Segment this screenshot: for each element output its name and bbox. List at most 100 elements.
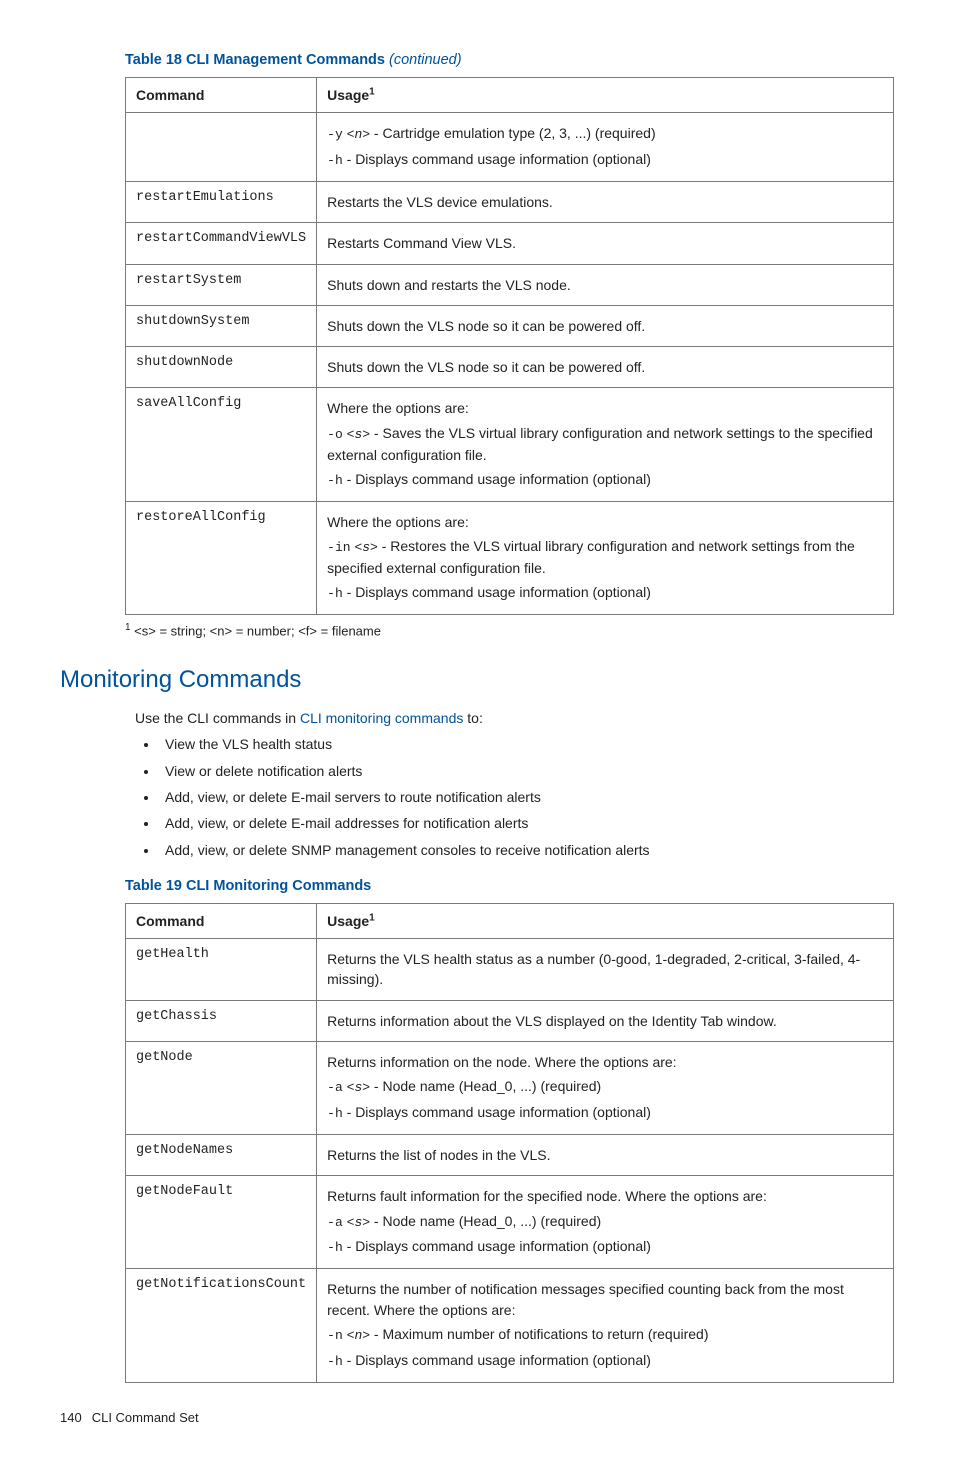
option-desc: - Displays command usage information (op… xyxy=(347,1352,651,1368)
section-heading: Monitoring Commands xyxy=(60,663,894,698)
option-flag: -a xyxy=(327,1080,343,1095)
option-flag: -h xyxy=(327,153,343,168)
option-flag: -in xyxy=(327,540,350,555)
usage-text: Returns information about the VLS displa… xyxy=(327,1011,883,1031)
table18-body: -y <n> - Cartridge emulation type (2, 3,… xyxy=(126,113,894,615)
command-cell: shutdownNode xyxy=(126,347,317,388)
command-cell xyxy=(126,113,317,182)
usage-option-line: -h - Displays command usage information … xyxy=(327,1236,883,1258)
table18: Command Usage1 -y <n> - Cartridge emulat… xyxy=(125,77,894,615)
usage-cell: Returns the number of notification messa… xyxy=(317,1269,894,1382)
command-cell: restartCommandViewVLS xyxy=(126,223,317,264)
usage-cell: Returns information on the node. Where t… xyxy=(317,1042,894,1135)
usage-text: Restarts the VLS device emulations. xyxy=(327,192,883,212)
command-cell: getNode xyxy=(126,1042,317,1135)
table-row: restoreAllConfigWhere the options are:-i… xyxy=(126,501,894,614)
table18-caption-suffix: (continued) xyxy=(389,52,462,68)
usage-cell: Where the options are:-o <s> - Saves the… xyxy=(317,388,894,501)
table18-col-usage-label: Usage xyxy=(327,87,369,103)
option-flag: -h xyxy=(327,1240,343,1255)
command-cell: getHealth xyxy=(126,939,317,1001)
usage-text: Shuts down and restarts the VLS node. xyxy=(327,275,883,295)
intro-link[interactable]: CLI monitoring commands xyxy=(300,710,463,726)
table-row: restartCommandViewVLSRestarts Command Vi… xyxy=(126,223,894,264)
option-desc: - Displays command usage information (op… xyxy=(347,151,651,167)
usage-cell: Shuts down the VLS node so it can be pow… xyxy=(317,305,894,346)
usage-text: Shuts down the VLS node so it can be pow… xyxy=(327,316,883,336)
usage-cell: Restarts Command View VLS. xyxy=(317,223,894,264)
usage-option-line: -a <s> - Node name (Head_0, ...) (requir… xyxy=(327,1076,883,1098)
table18-col-usage: Usage1 xyxy=(317,78,894,113)
option-desc: - Displays command usage information (op… xyxy=(347,584,651,600)
usage-option-line: -h - Displays command usage information … xyxy=(327,469,883,491)
option-arg: <s> xyxy=(347,1215,370,1230)
option-desc: - Node name (Head_0, ...) (required) xyxy=(370,1213,601,1229)
table18-caption-label: Table 18 CLI Management Commands xyxy=(125,52,385,68)
table18-footnote: 1 <s> = string; <n> = number; <f> = file… xyxy=(125,621,894,641)
table-row: getNodeFault Returns fault information fo… xyxy=(126,1176,894,1269)
option-arg: <s> xyxy=(347,1080,370,1095)
option-flag: -n xyxy=(327,1328,343,1343)
table-row: -y <n> - Cartridge emulation type (2, 3,… xyxy=(126,113,894,182)
table19: Command Usage1 getHealthReturns the VLS … xyxy=(125,903,894,1383)
table19-col-command: Command xyxy=(126,903,317,938)
command-cell: shutdownSystem xyxy=(126,305,317,346)
usage-lead: Returns fault information for the specif… xyxy=(327,1186,883,1206)
option-flag: -h xyxy=(327,1106,343,1121)
table-row: saveAllConfigWhere the options are:-o <s… xyxy=(126,388,894,501)
intro-prefix: Use the CLI commands in xyxy=(135,710,300,726)
table18-header-row: Command Usage1 xyxy=(126,78,894,113)
usage-option-line: -n <n> - Maximum number of notifications… xyxy=(327,1324,883,1346)
option-flag: -h xyxy=(327,473,343,488)
page-footer: 140 CLI Command Set xyxy=(60,1409,894,1428)
usage-cell: Shuts down the VLS node so it can be pow… xyxy=(317,347,894,388)
table-row: shutdownNode Shuts down the VLS node so i… xyxy=(126,347,894,388)
table-row: getHealthReturns the VLS health status a… xyxy=(126,939,894,1001)
usage-option-line: -a <s> - Node name (Head_0, ...) (requir… xyxy=(327,1211,883,1233)
usage-option-line: -o <s> - Saves the VLS virtual library c… xyxy=(327,423,883,465)
page-number: 140 xyxy=(60,1410,82,1425)
table19-caption: Table 19 CLI Monitoring Commands xyxy=(125,876,894,897)
usage-option-line: -h - Displays command usage information … xyxy=(327,1350,883,1372)
bullet-list: View the VLS health statusView or delete… xyxy=(135,734,894,859)
page-section-label: CLI Command Set xyxy=(92,1410,199,1425)
list-item: Add, view, or delete E-mail servers to r… xyxy=(159,787,894,807)
table18-col-usage-footref: 1 xyxy=(369,86,375,97)
usage-cell: -y <n> - Cartridge emulation type (2, 3,… xyxy=(317,113,894,182)
table19-caption-label: Table 19 CLI Monitoring Commands xyxy=(125,878,371,894)
usage-cell: Returns the list of nodes in the VLS. xyxy=(317,1134,894,1175)
usage-cell: Where the options are: -in <s> - Restores… xyxy=(317,501,894,614)
table19-col-usage-label: Usage xyxy=(327,913,369,929)
usage-option-line: -in <s> - Restores the VLS virtual libra… xyxy=(327,536,883,578)
usage-cell: Returns information about the VLS displa… xyxy=(317,1000,894,1041)
option-arg: <s> xyxy=(354,540,377,555)
usage-cell: Returns the VLS health status as a numbe… xyxy=(317,939,894,1001)
option-desc: - Saves the VLS virtual library configur… xyxy=(327,425,873,463)
option-arg: <n> xyxy=(347,127,370,142)
usage-text: Shuts down the VLS node so it can be pow… xyxy=(327,357,883,377)
option-flag: -h xyxy=(327,586,343,601)
list-item: View the VLS health status xyxy=(159,734,894,754)
usage-lead: Returns the number of notification messa… xyxy=(327,1279,883,1320)
usage-lead: Where the options are: xyxy=(327,512,883,532)
usage-lead: Returns information on the node. Where t… xyxy=(327,1052,883,1072)
usage-option-line: -h - Displays command usage information … xyxy=(327,1102,883,1124)
option-flag: -o xyxy=(327,427,343,442)
command-cell: getNodeFault xyxy=(126,1176,317,1269)
option-arg: <n> xyxy=(347,1328,370,1343)
usage-cell: Restarts the VLS device emulations. xyxy=(317,182,894,223)
table19-col-usage: Usage1 xyxy=(317,903,894,938)
table-row: getNodeNamesReturns the list of nodes in… xyxy=(126,1134,894,1175)
usage-cell: Shuts down and restarts the VLS node. xyxy=(317,264,894,305)
table-row: restartEmulationsRestarts the VLS device… xyxy=(126,182,894,223)
table-row: restartSystemShuts down and restarts the… xyxy=(126,264,894,305)
table18-col-command: Command xyxy=(126,78,317,113)
usage-option-line: -y <n> - Cartridge emulation type (2, 3,… xyxy=(327,123,883,145)
table18-footnote-text: <s> = string; <n> = number; <f> = filena… xyxy=(131,623,381,638)
table19-body: getHealthReturns the VLS health status a… xyxy=(126,939,894,1382)
usage-text: Returns the VLS health status as a numbe… xyxy=(327,949,883,990)
intro-suffix: to: xyxy=(463,710,482,726)
usage-text: Returns the list of nodes in the VLS. xyxy=(327,1145,883,1165)
command-cell: getNotificationsCount xyxy=(126,1269,317,1382)
option-desc: - Restores the VLS virtual library confi… xyxy=(327,538,855,576)
